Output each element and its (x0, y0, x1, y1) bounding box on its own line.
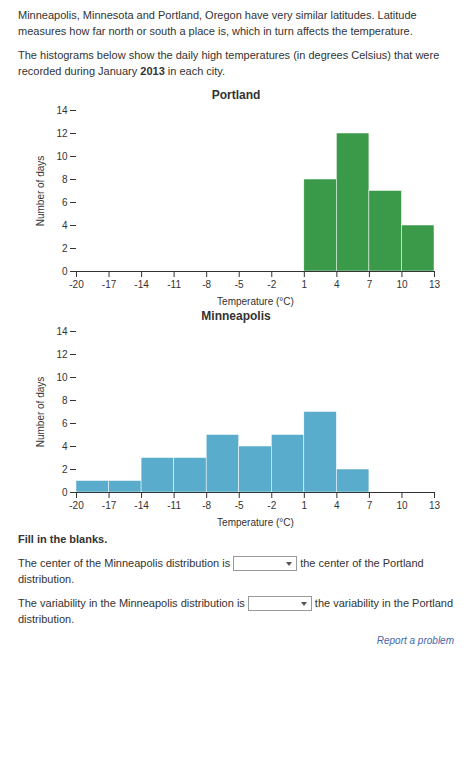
svg-text:10: 10 (56, 150, 68, 161)
html-text:The histograms below show the: The histograms below show the daily high… (18, 48, 440, 77)
svg-text:7: 7 (367, 499, 373, 510)
html-text:Minneapolis, Minnesota and Por: Minneapolis, Minnesota and Portland, Ore… (18, 9, 417, 37)
svg-text:4: 4 (62, 219, 68, 230)
html-text:The variability in the Minneap: The variability in the Minneapolis distr… (18, 596, 245, 609)
svg-text:Temperature (°C): Temperature (°C) (217, 516, 294, 527)
svg-text:-2: -2 (267, 499, 276, 510)
svg-text:1: 1 (302, 278, 308, 289)
svg-text:6: 6 (62, 196, 68, 207)
svg-text:4: 4 (334, 499, 340, 510)
svg-text:-20: -20 (69, 499, 84, 510)
svg-text:13: 13 (429, 278, 441, 289)
svg-text:12: 12 (56, 127, 68, 138)
html-text:the center of the Portland dis: the center of the Portland distribution. (18, 556, 424, 585)
svg-text:Number of days: Number of days (35, 376, 46, 447)
svg-text:6: 6 (62, 417, 68, 428)
svg-text:Temperature (°C): Temperature (°C) (217, 295, 294, 306)
html-text:Fill in the blanks.: Fill in the blanks. (18, 532, 108, 545)
svg-text:-2: -2 (267, 278, 276, 289)
svg-text:12: 12 (56, 348, 68, 359)
svg-text:2: 2 (62, 242, 68, 253)
svg-text:0: 0 (62, 265, 68, 276)
svg-text:-8: -8 (202, 278, 211, 289)
svg-text:-14: -14 (134, 278, 149, 289)
svg-text:-14: -14 (134, 499, 149, 510)
html-text:Minneapolis: Minneapolis (201, 308, 271, 323)
svg-text:-11: -11 (167, 499, 181, 510)
svg-text:8: 8 (62, 394, 68, 405)
html-text:Report a problem: Report a problem (376, 635, 454, 647)
svg-text:1: 1 (302, 499, 308, 510)
html-text:Portland: Portland (211, 87, 261, 102)
svg-text:0: 0 (62, 486, 68, 497)
html-text:the variability in the Portlan: the variability in the Portland distribu… (18, 596, 454, 625)
svg-text:-11: -11 (167, 278, 181, 289)
svg-text:13: 13 (429, 499, 441, 510)
svg-text:-17: -17 (102, 499, 117, 510)
svg-text:-20: -20 (69, 278, 84, 289)
svg-text:-5: -5 (235, 499, 244, 510)
html-text:The center of the Minneapolis: The center of the Minneapolis distributi… (18, 556, 231, 569)
svg-text:4: 4 (62, 440, 68, 451)
svg-text:14: 14 (56, 104, 68, 115)
svg-text:14: 14 (56, 325, 68, 336)
svg-text:10: 10 (56, 371, 68, 382)
svg-text:Number of days: Number of days (35, 155, 46, 226)
svg-text:7: 7 (367, 278, 373, 289)
svg-text:8: 8 (62, 173, 68, 184)
svg-text:10: 10 (396, 278, 408, 289)
svg-text:10: 10 (396, 499, 408, 510)
svg-text:-17: -17 (102, 278, 117, 289)
svg-text:4: 4 (334, 278, 340, 289)
svg-text:-8: -8 (202, 499, 211, 510)
svg-text:2: 2 (62, 463, 68, 474)
svg-text:-5: -5 (235, 278, 244, 289)
